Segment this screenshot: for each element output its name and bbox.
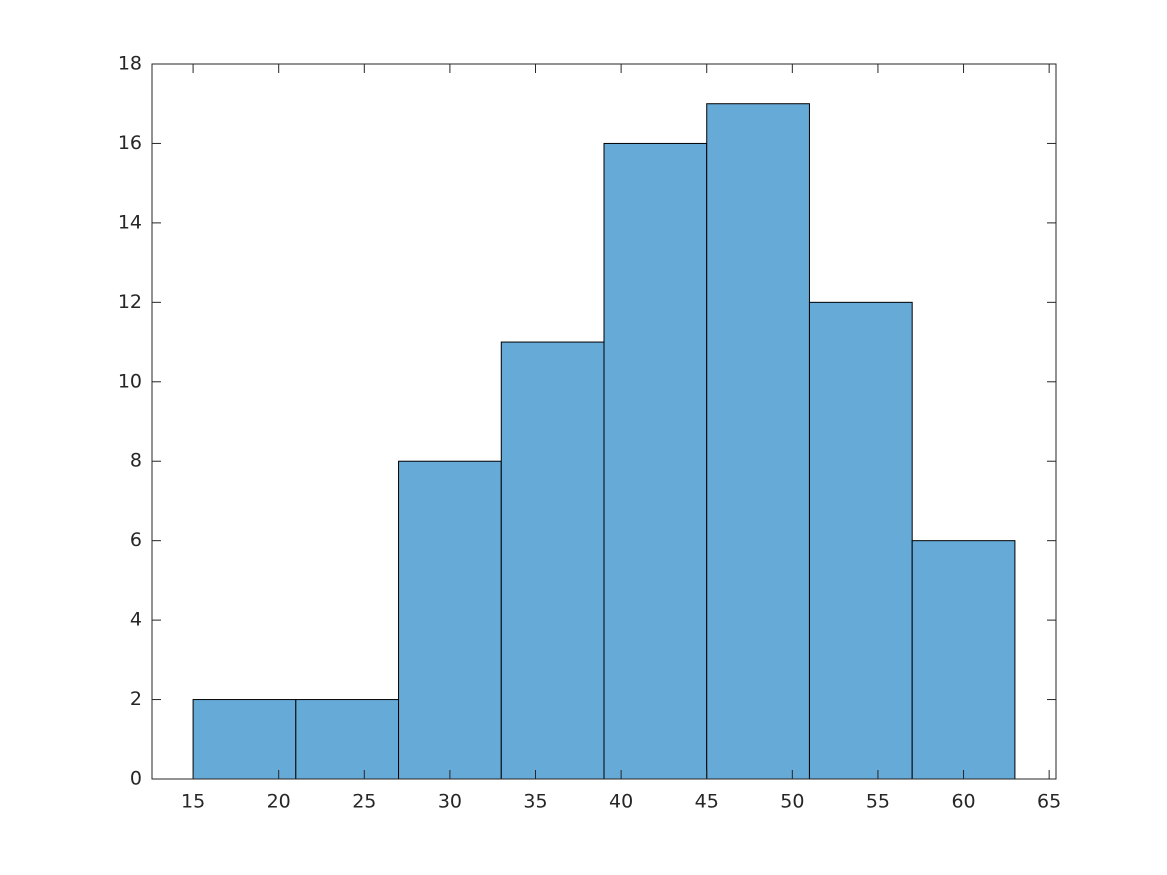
y-tick-label: 0 [130,768,142,790]
bar [398,460,502,780]
bar [192,699,297,780]
x-tick-label: 45 [695,791,719,813]
bar [603,142,708,780]
y-tick-label: 16 [118,132,142,154]
y-tick-label: 14 [118,211,142,233]
x-tick-label: 60 [951,791,975,813]
x-tick-label: 35 [523,791,547,813]
bar [808,301,913,780]
y-tick-label: 6 [130,529,142,551]
axes-box [151,63,1057,780]
y-tick-label: 12 [118,291,142,313]
x-tick-label: 40 [609,791,633,813]
y-tick-label: 18 [118,53,142,75]
y-tick-label: 2 [130,688,142,710]
x-tick-label: 25 [352,791,376,813]
x-tick-label: 50 [780,791,804,813]
y-tick-label: 4 [130,609,142,631]
x-tick-label: 30 [438,791,462,813]
bar [295,699,400,780]
x-tick-label: 15 [181,791,205,813]
x-tick-label: 55 [866,791,890,813]
bar [706,103,810,780]
x-tick-label: 20 [267,791,291,813]
y-tick-label: 8 [130,450,142,472]
y-tick-label: 10 [118,370,142,392]
bar [911,540,1016,780]
bar [500,341,605,780]
x-tick-label: 65 [1037,791,1061,813]
